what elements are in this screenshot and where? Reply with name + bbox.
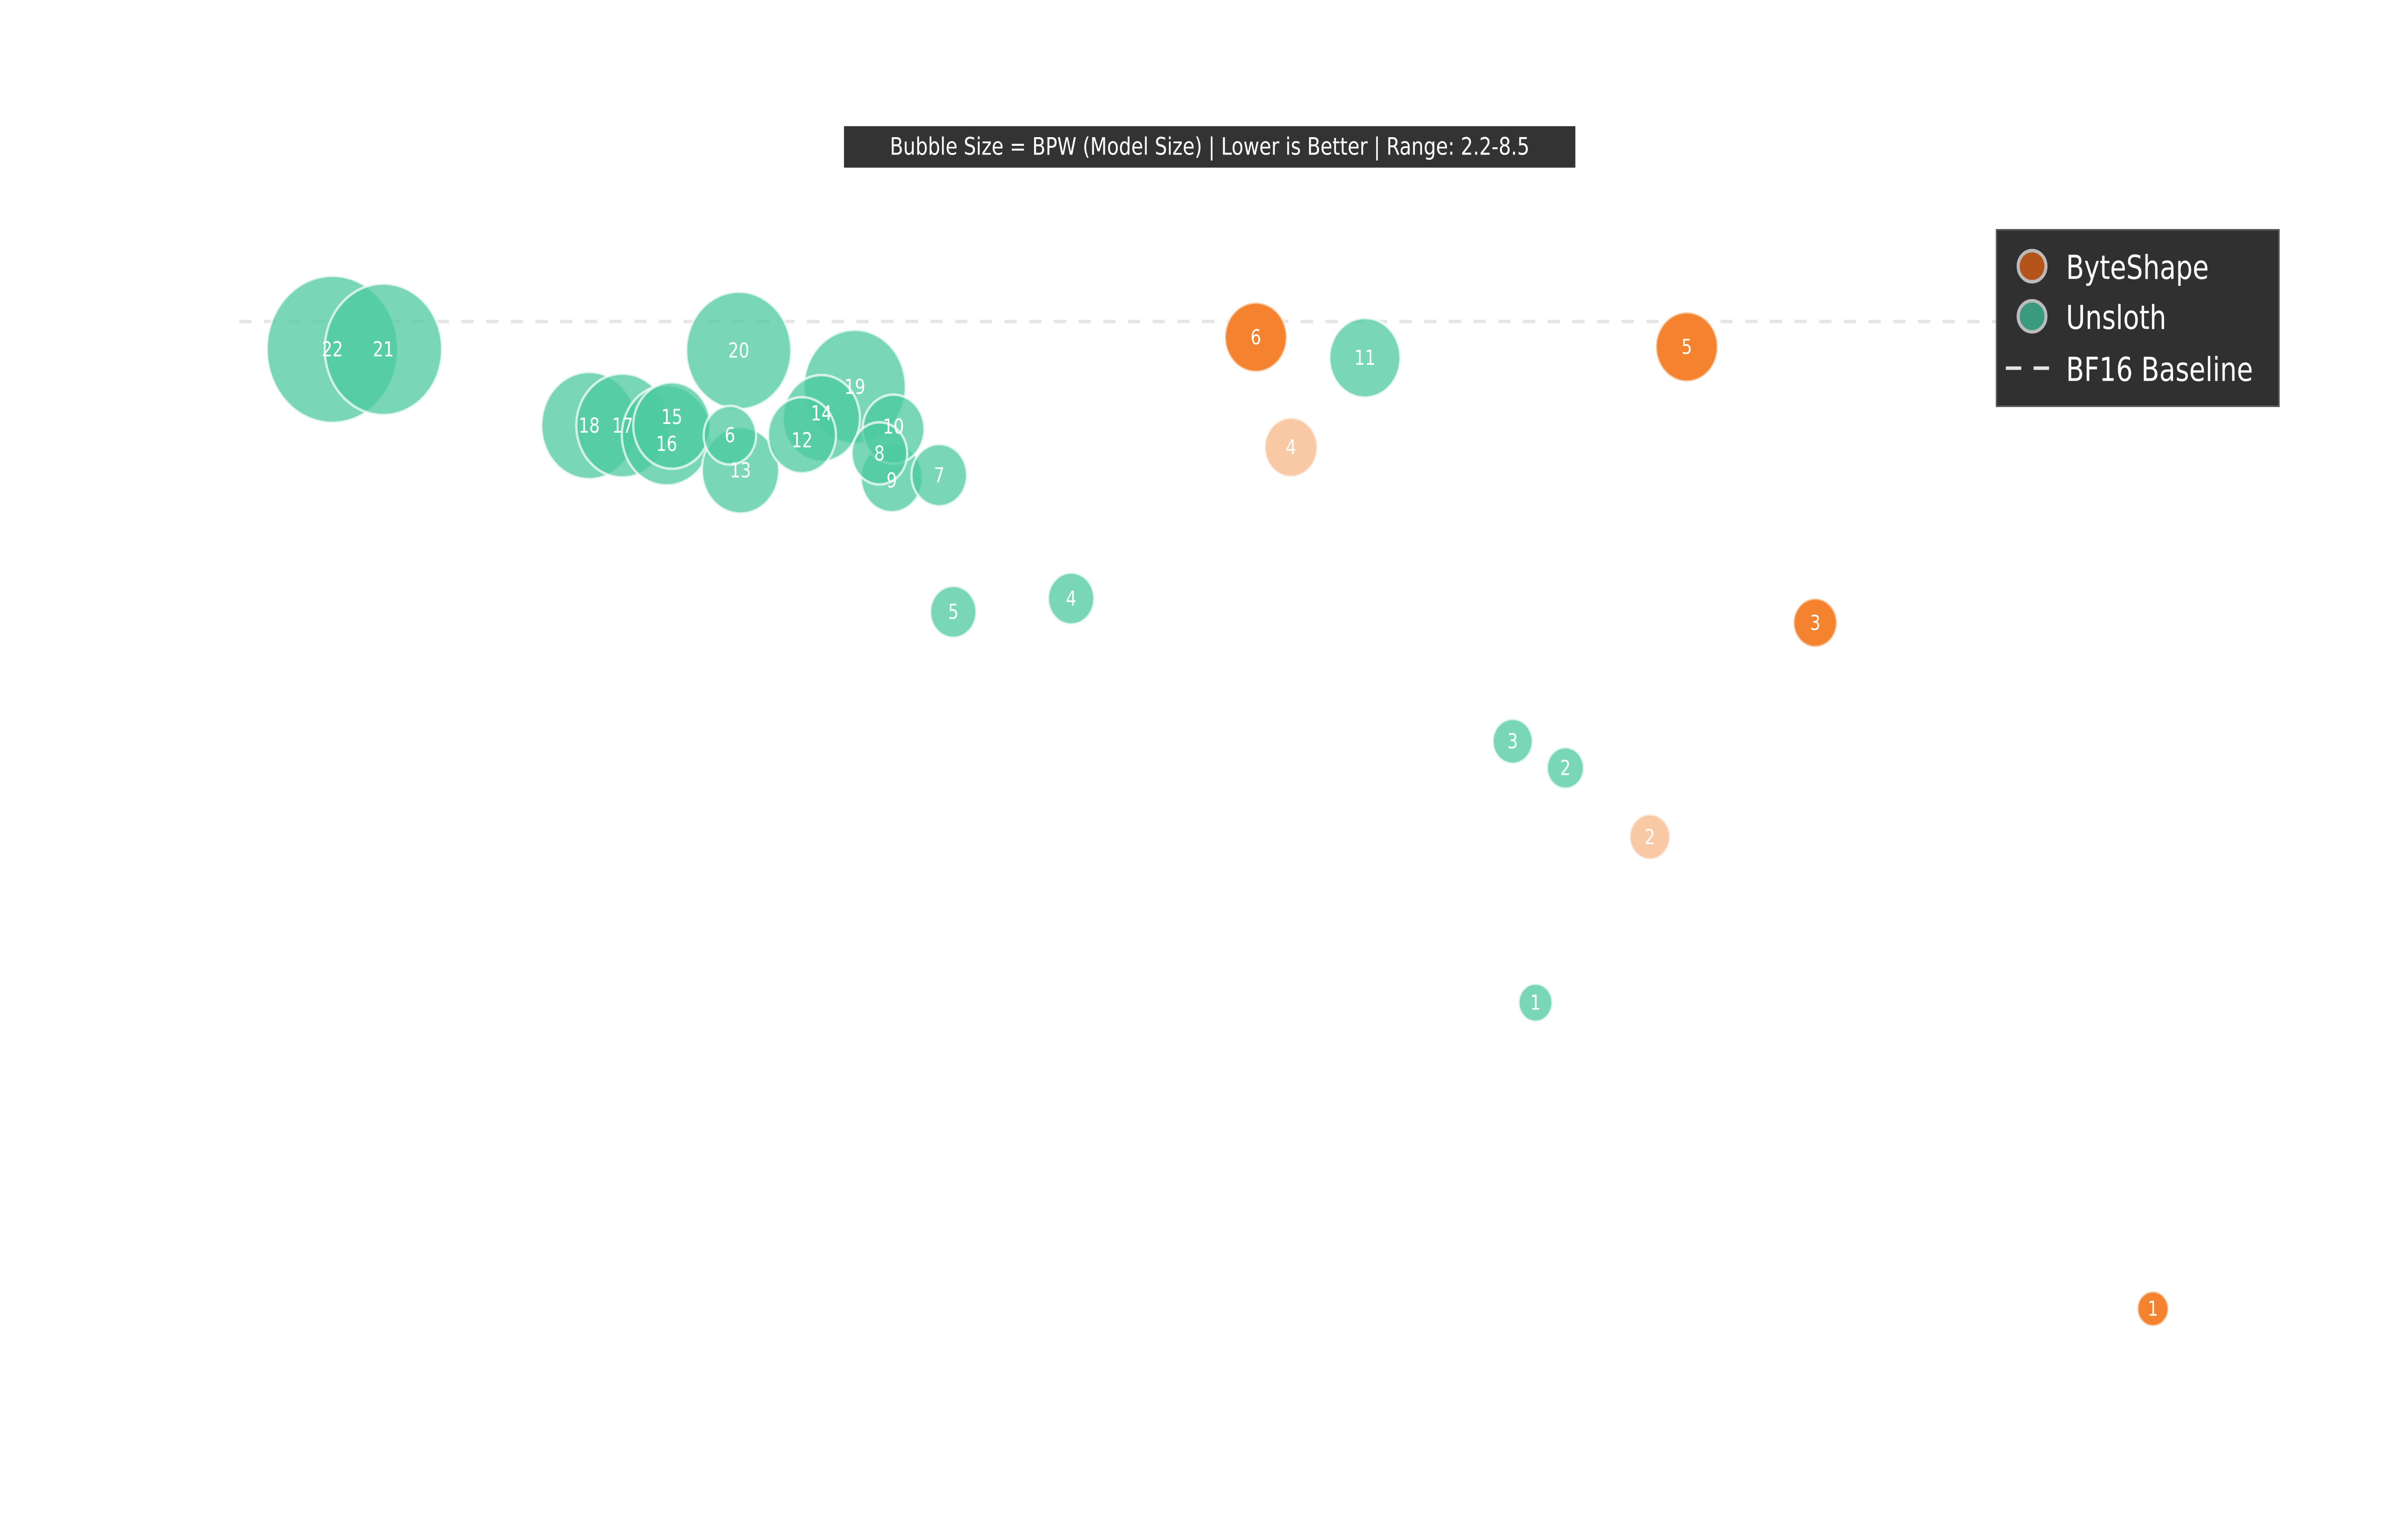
bubble-label-unsloth-3: 3 [1507,729,1518,754]
bubble-label-unsloth-7: 7 [934,463,945,488]
bubble-marker [1491,717,1534,765]
bubble-label-unsloth-11: 11 [1354,346,1375,370]
bubble-marker [1517,982,1554,1023]
bubble-unsloth-2[interactable] [1545,745,1585,790]
chart-subtitle: Bubble Size = BPW (Model Size) | Lower i… [890,133,1529,161]
bubble-byteshape-3[interactable] [1792,597,1838,648]
bubble-label-unsloth-19: 19 [844,374,866,399]
legend-label: BF16 Baseline [2066,351,2253,389]
legend-label: ByteShape [2066,249,2209,287]
bubble-label-byteshape-3: 3 [1810,611,1821,635]
bubble-label-unsloth-14: 14 [811,401,832,425]
bubble-label-byteshape-4: 4 [1286,435,1296,460]
bubble-label-unsloth-9: 9 [886,468,897,493]
bubble-label-unsloth-2: 2 [1560,756,1571,780]
bubble-label-unsloth-13: 13 [730,458,751,483]
bubble-marker [1629,813,1671,861]
bubble-label-byteshape-1: 1 [2148,1296,2158,1321]
bubble-marker [1545,745,1585,790]
bubble-byteshape-2[interactable] [1629,813,1671,861]
legend-item-bf16-baseline[interactable]: BF16 Baseline [2006,351,2253,389]
bubble-label-unsloth-6: 6 [725,423,735,448]
bubble-marker [1263,416,1319,478]
bubble-unsloth-8[interactable] [850,421,908,486]
bubbles-layer [265,274,2170,1328]
bubble-byteshape-6[interactable] [1224,301,1288,373]
bubble-marker [1792,597,1838,648]
bubble-unsloth-6[interactable] [702,404,758,466]
bubble-label-unsloth-12: 12 [791,428,813,452]
bubble-marker [1328,317,1402,399]
legend[interactable]: ByteShape Unsloth BF16 Baseline [1995,229,2280,407]
bubble-unsloth-21[interactable] [324,282,443,417]
bubble-marker [324,282,443,417]
bubble-marker [1655,311,1719,383]
bubble-label-unsloth-20: 20 [728,338,749,363]
bubble-label-unsloth-17: 17 [612,413,633,438]
bubble-unsloth-5[interactable] [929,584,978,639]
bubble-unsloth-11[interactable] [1328,317,1402,399]
bubble-label-unsloth-22: 22 [322,337,343,362]
bubble-label-unsloth-5: 5 [948,600,958,624]
bubble-marker [767,396,837,475]
bubble-unsloth-7[interactable] [910,442,969,508]
bubble-label-unsloth-8: 8 [874,441,885,466]
bubble-unsloth-1[interactable] [1517,982,1554,1023]
bubble-label-unsloth-21: 21 [373,337,394,362]
bubble-label-unsloth-1: 1 [1530,990,1541,1015]
unsloth-marker-icon [2017,299,2048,334]
bubble-label-byteshape-5: 5 [1682,334,1692,359]
bubble-label-unsloth-10: 10 [883,414,904,439]
bubble-marker [910,442,969,508]
bubble-label-unsloth-16: 16 [656,432,677,456]
bubble-byteshape-4[interactable] [1263,416,1319,478]
legend-item-unsloth[interactable]: Unsloth [2017,299,2166,337]
bubble-marker [1224,301,1288,373]
bubble-label-unsloth-4: 4 [1066,586,1076,611]
byteshape-marker-icon [2017,249,2048,284]
bubble-label-unsloth-18: 18 [579,413,600,438]
chart-subtitle-box: Bubble Size = BPW (Model Size) | Lower i… [844,126,1576,168]
bubble-marker [850,421,908,486]
bubble-marker [929,584,978,639]
bubble-unsloth-3[interactable] [1491,717,1534,765]
legend-item-byteshape[interactable]: ByteShape [2017,249,2209,287]
bubble-marker [1047,571,1096,626]
bubble-label-byteshape-6: 6 [1251,325,1261,349]
bubble-marker [702,404,758,466]
bubble-byteshape-5[interactable] [1655,311,1719,383]
bubble-byteshape-1[interactable] [2136,1290,2170,1328]
bubble-label-unsloth-15: 15 [661,405,683,429]
legend-label: Unsloth [2066,299,2166,337]
bubble-label-byteshape-2: 2 [1644,825,1655,849]
bubble-marker [2136,1290,2170,1328]
bubble-unsloth-12[interactable] [767,396,837,475]
bubble-unsloth-4[interactable] [1047,571,1096,626]
